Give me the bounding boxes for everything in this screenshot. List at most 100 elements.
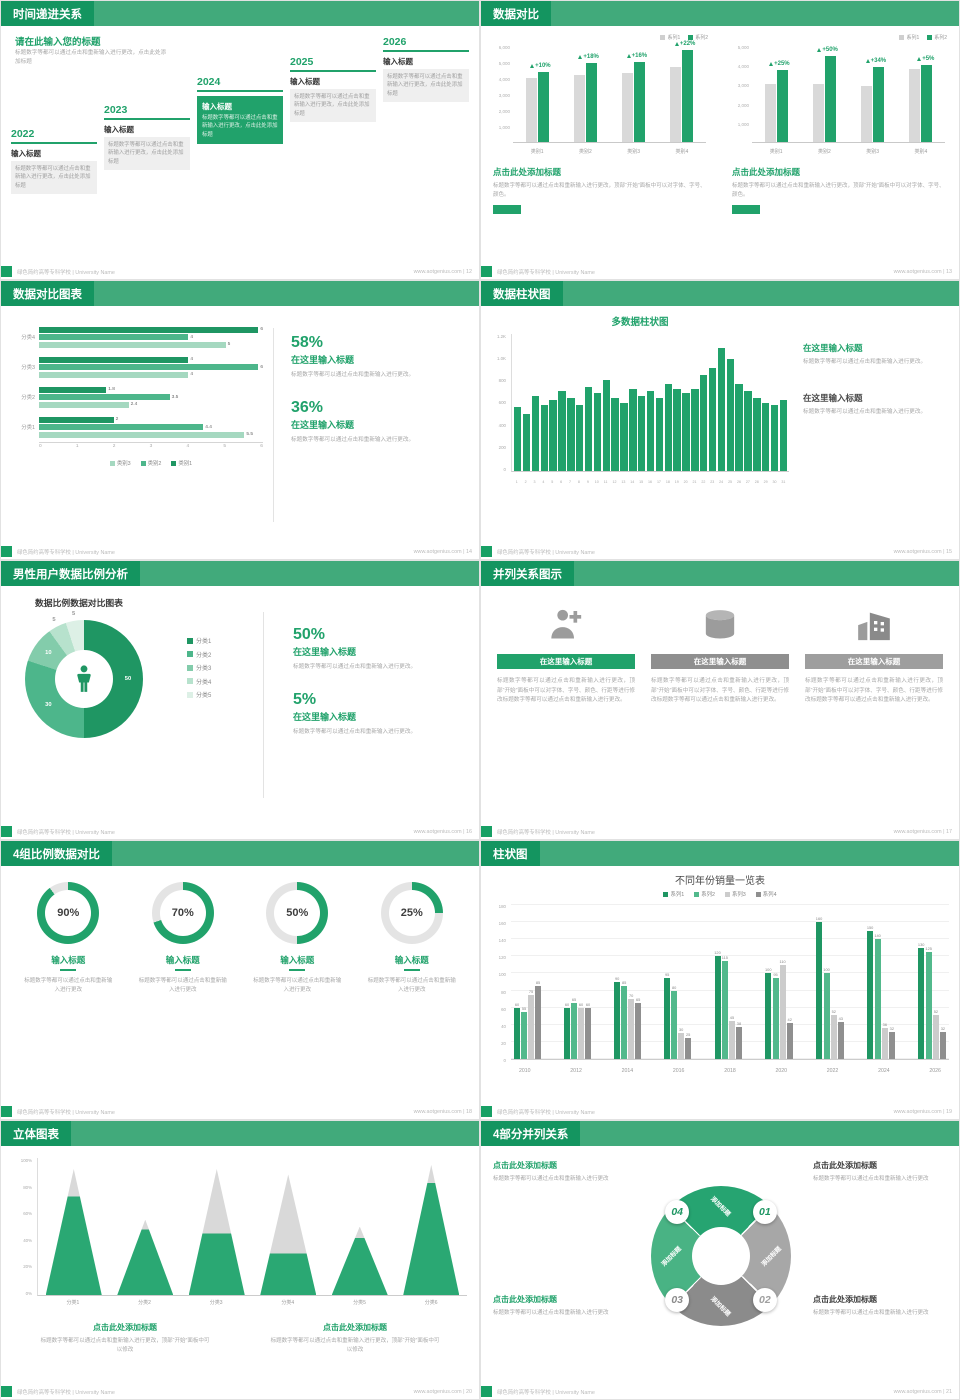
bar-group: +50% (812, 47, 838, 142)
slide-13-data-comparison[interactable]: 数据对比 系列1 系列2 6,000 5,000 4,000 3,000 2,000 1,00… (480, 0, 960, 280)
slide-14-comparison-chart[interactable]: 数据对比图表 分类4 6 4 5 分类3 4 6 4 分类2 1.8 3.5 2.4 分类1 2 4.4 5.… (0, 280, 480, 560)
bar-wrapper: 32 (939, 1026, 946, 1059)
y-tick-label: 4,000 (498, 77, 510, 82)
growth-percent: +18% (583, 53, 599, 60)
logo-mark (481, 1386, 492, 1397)
bar-stack: 2 4.4 5.5 (39, 412, 263, 442)
bar-pair (764, 70, 788, 142)
parallel-card: 在这里输入标题 标题数字等都可以通过点击和重新输入进行更改，顶部“开始”面板中可… (497, 598, 635, 820)
card-title-bar: 在这里输入标题 (651, 654, 789, 669)
ring-label: 输入标题 (280, 955, 315, 965)
slide-body: 分类4 6 4 5 分类3 4 6 4 分类2 1.8 3.5 2.4 分类1 2 4.4 5.5 0 1 2 3 4 5… (1, 306, 479, 544)
series1-bar (573, 74, 585, 142)
h-bar (39, 394, 170, 400)
stat-block: 36% 在这里输入标题 标题数字等都可以通过点击和重新输入进行更改。 (291, 399, 463, 446)
x-tick-label: 3 (149, 444, 153, 449)
bar (762, 402, 770, 471)
bar-wrapper: 45 (728, 1015, 735, 1059)
stat-text: 标题数字等都可以通过点击和重新输入进行更改。 (291, 436, 415, 443)
grouped-bar-chart: 6,000 5,000 4,000 3,000 2,000 1,000 +10% +18% +1… (493, 41, 708, 155)
timeline-card-title: 输入标题 (104, 124, 134, 134)
bar (531, 395, 540, 471)
divider (263, 612, 264, 798)
timeline-year: 2023 (104, 104, 128, 116)
bar (549, 400, 557, 471)
slide-16-male-ratio-analysis[interactable]: 男性用户数据比例分析 数据比例数据对比图表 50 30 10 5 5 分类1 分类2 分类3… (0, 560, 480, 840)
number-badge: 04 (665, 1200, 690, 1225)
bar (837, 1022, 844, 1059)
slide-header: 4组比例数据对比 (1, 841, 479, 866)
cone-wrapper (45, 1158, 102, 1295)
label-underline (289, 969, 306, 971)
value-label: 60 (585, 1001, 591, 1007)
slide-17-parallel-diagram[interactable]: 并列关系图示 在这里输入标题 标题数字等都可以通过点击和重新输入进行更改，顶部“… (480, 560, 960, 840)
value-label: 115 (721, 954, 728, 960)
parallel-card: 在这里输入标题 标题数字等都可以通过点击和重新输入进行更改，顶部“开始”面板中可… (805, 598, 943, 820)
legend-item: 分类5 (187, 690, 211, 699)
bar-wrapper: 120 (714, 950, 721, 1059)
slide-20-cone-chart[interactable]: 立体图表 100% 80% 60% 40% 20% 0% 分类1 分类2 分类3 分类4 分类5 分… (0, 1120, 480, 1400)
x-tick-label: 5 (551, 480, 554, 484)
x-tick-label: 11 (603, 480, 608, 484)
bar-row: 5.5 (39, 431, 263, 438)
series1-bar (525, 78, 537, 142)
x-tick-label: 2016 (672, 1068, 685, 1074)
logo-mark (1, 826, 12, 837)
stat-value: 50% (293, 626, 326, 643)
block-heading: 点击此处添加标题 (93, 1323, 157, 1332)
cylinder-icon (651, 598, 789, 654)
chart-legend: 系列1 系列2 (732, 33, 947, 41)
text-block: 点击此处添加标题 标题数字等都可以通过点击和重新输入进行更改 (813, 1294, 947, 1318)
x-tick-label: 类别2 (578, 149, 592, 155)
x-tick-label: 分类4 (281, 1300, 295, 1306)
x-axis-labels: 类别1 类别2 类别3 类别4 (752, 148, 945, 155)
legend-item: 系列2 (694, 890, 715, 898)
bar (714, 956, 721, 1059)
bar-wrapper: 150 (867, 925, 873, 1059)
slide-header: 时间递进关系 (1, 1, 479, 26)
bar (786, 1023, 793, 1059)
bar (816, 922, 823, 1059)
bar-wrapper: 70 (628, 993, 635, 1059)
nurse-icon (497, 598, 635, 654)
y-axis: 100% 80% 60% 40% 20% 0% (9, 1158, 35, 1296)
series1-bar (670, 66, 682, 142)
growth-percent: +25% (774, 61, 790, 67)
legend-swatch (663, 891, 669, 897)
value-label: 85 (621, 980, 627, 986)
block-heading: 点击此处添加标题 (813, 1295, 877, 1304)
bar (535, 986, 541, 1059)
cone-chart (37, 1158, 467, 1296)
text-block: 点击此处添加标题 标题数字等都可以通过点击和重新输入进行更改 (493, 1294, 627, 1318)
slide-12-time-progression[interactable]: 时间递进关系 请在此输入您的标题 标题数字等都可以通过点击和重新输入进行更改，点… (0, 0, 480, 280)
text-block: 在这里输入标题 标题数字等都可以通过点击和重新输入进行更改。 (803, 392, 949, 418)
x-tick-label: 17 (656, 480, 661, 484)
slide-19-grouped-bar-chart[interactable]: 柱状图 不同年份销量一览表 系列1 系列2 系列3 系列4 180 160 140 120 1… (480, 840, 960, 1120)
value-label: 65 (571, 997, 577, 1003)
bar-row: 2 (39, 416, 263, 423)
legend-label: 分类5 (196, 693, 212, 699)
legend-item: 类别2 (140, 459, 161, 467)
legend-item: 分类3 (187, 663, 211, 672)
slide-footer: 绿色简约高等专科学校 | University Name www.aotgeni… (1, 1384, 479, 1399)
value-label: 70 (628, 993, 634, 999)
bar-wrapper: 100 (765, 967, 772, 1059)
legend-item: 分类1 (187, 636, 211, 645)
legend-label: 类别3 (116, 461, 131, 467)
slide-21-four-part-relationship[interactable]: 4部分并列关系 点击此处添加标题 标题数字等都可以通过点击和重新输入进行更改 点… (480, 1120, 960, 1400)
divider (273, 328, 274, 522)
ring-label: 输入标题 (51, 955, 86, 965)
x-tick-label: 26 (736, 480, 741, 484)
timeline-card-text: 标题数字等都可以通过点击和重新输入进行更改，点击此处添加标题 (104, 136, 190, 171)
timeline-card: 输入标题 标题数字等都可以通过点击和重新输入进行更改，点击此处添加标题 (383, 56, 469, 103)
category-label: 分类1 (21, 425, 35, 431)
legend-item: 分类2 (187, 650, 211, 659)
bar (514, 407, 522, 471)
bar-group: +22% (670, 41, 695, 142)
slide-18-four-ratio-comparison[interactable]: 4组比例数据对比 90% 输入标题 标题数字等都可以通过点击和重新输入进行更改 … (0, 840, 480, 1120)
slide-footer: 绿色简约高等专科学校 | University Name www.aotgeni… (1, 544, 479, 559)
legend-swatch (187, 637, 193, 644)
footer-page: www.aotgenius.com | 19 (893, 1108, 952, 1115)
up-arrow-icon (917, 57, 922, 62)
